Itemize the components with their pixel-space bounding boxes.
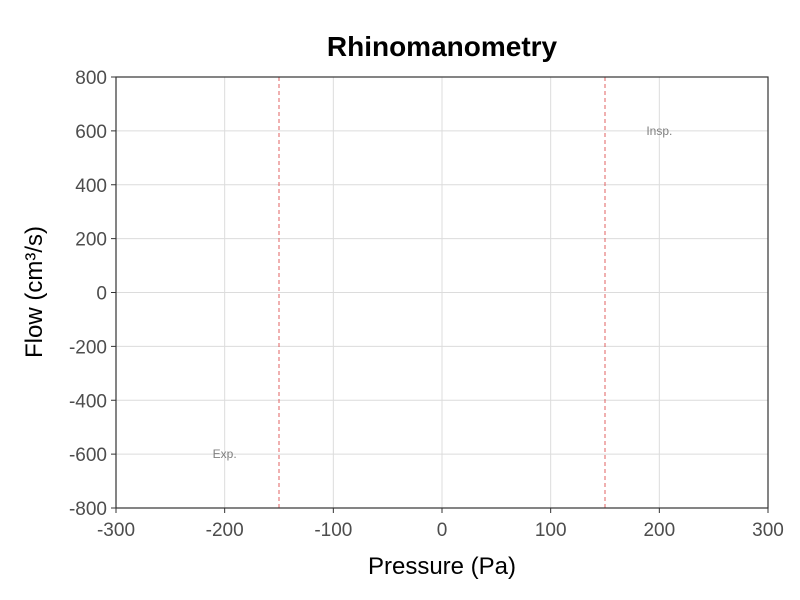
x-tick-label-6: 300 [752, 520, 784, 541]
x-tick-label-2: -100 [314, 520, 352, 541]
x-axis-label: Pressure (Pa) [368, 553, 516, 580]
y-tick-label-1: -600 [69, 445, 107, 466]
y-tick-label-2: -400 [69, 391, 107, 412]
y-tick-label-5: 200 [75, 230, 107, 251]
y-tick-label-8: 800 [75, 68, 107, 89]
y-tick-label-0: -800 [69, 499, 107, 520]
x-axis-ticks: -300 -200 -100 0 100 200 300 [97, 508, 784, 541]
x-tick-label-3: 0 [437, 520, 448, 541]
grid-lines [115, 76, 769, 509]
annotations: Exp. Insp. [213, 124, 673, 461]
y-tick-label-6: 400 [75, 176, 107, 197]
y-tick-label-7: 600 [75, 122, 107, 143]
y-tick-label-4: 0 [96, 284, 107, 305]
annotation-insp: Insp. [646, 124, 672, 138]
x-tick-label-4: 100 [535, 520, 567, 541]
chart-title: Rhinomanometry [327, 31, 558, 62]
annotation-exp: Exp. [213, 447, 237, 461]
y-tick-label-3: -200 [69, 337, 107, 358]
y-axis-label: Flow (cm³/s) [21, 226, 48, 358]
reference-lines [278, 77, 606, 508]
x-tick-label-5: 200 [643, 520, 675, 541]
x-tick-label-0: -300 [97, 520, 135, 541]
x-tick-label-1: -200 [206, 520, 244, 541]
y-axis-ticks: -800 -600 -400 -200 0 200 400 600 800 [69, 68, 116, 520]
